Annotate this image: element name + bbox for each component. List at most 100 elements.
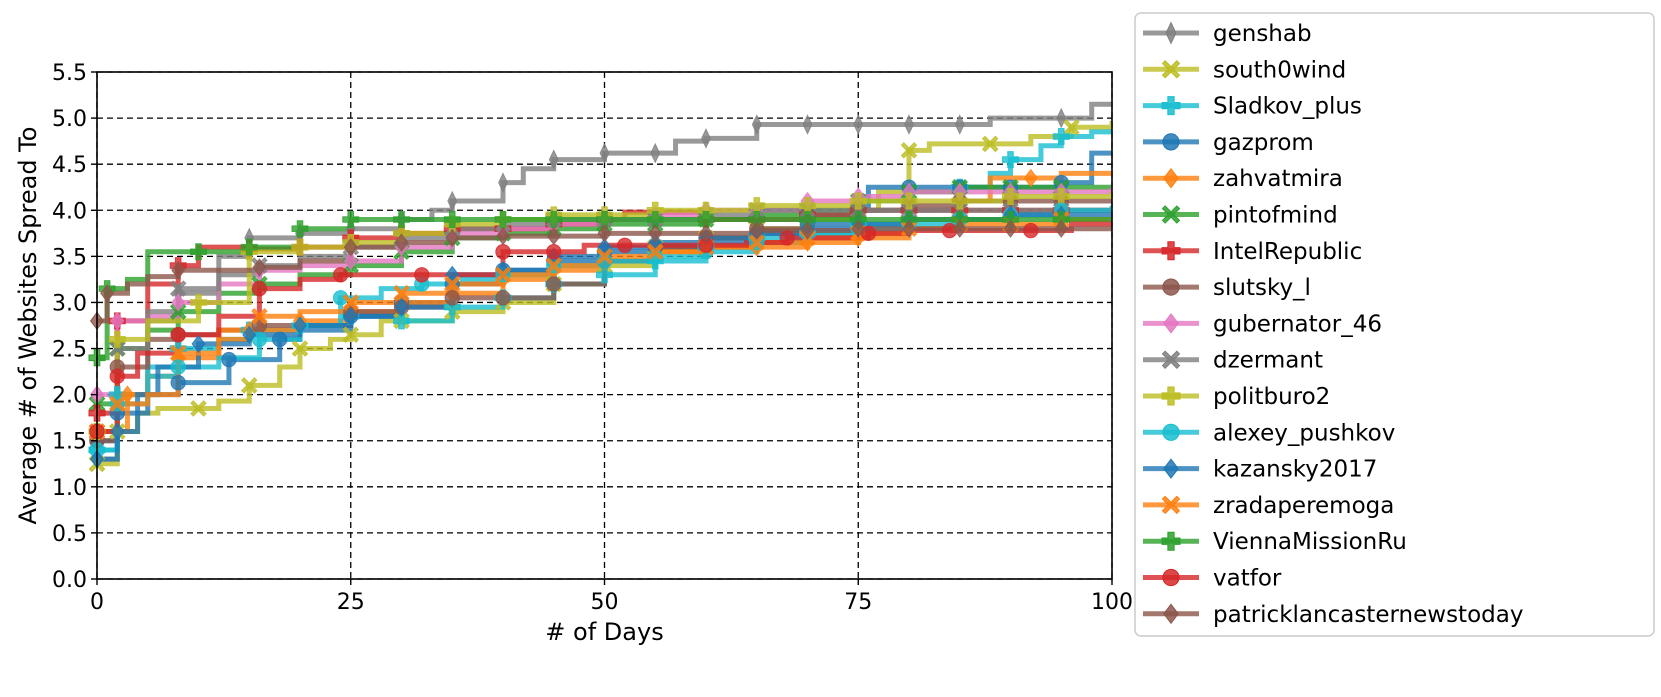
legend-marker-pintofmind [1161, 205, 1181, 224]
data-point-genshab [447, 190, 458, 212]
legend-label-south0wind: south0wind [1213, 57, 1346, 83]
data-point-zahvatmira [1023, 168, 1038, 188]
y-tick-label: 3.0 [52, 291, 87, 316]
data-point-ViennaMissionRu [697, 210, 715, 228]
x-tick-label: 0 [90, 590, 104, 615]
data-point-genshab [802, 114, 813, 135]
data-point-vatfor [1023, 222, 1039, 239]
data-point-kazansky2017 [343, 307, 358, 326]
data-point-genshab [751, 114, 762, 135]
data-point-vatfor [617, 237, 633, 254]
data-point-zradaperemoga [342, 294, 360, 311]
data-point-kazansky2017 [191, 334, 206, 354]
legend-marker-zradaperemoga [1161, 495, 1181, 515]
y-tick-label: 3.5 [52, 245, 87, 270]
data-point-south0wind [900, 142, 918, 159]
data-point-ViennaMissionRu [291, 220, 309, 238]
data-point-zradaperemoga [251, 307, 268, 325]
legend-marker-gazprom [1162, 133, 1180, 151]
data-point-patricklancasternewstoday [749, 221, 764, 240]
data-point-patricklancasternewstoday [495, 226, 511, 246]
data-point-kazansky2017 [242, 325, 257, 344]
y-tick-label: 0.5 [52, 522, 87, 547]
data-point-patricklancasternewstoday [1054, 219, 1069, 238]
legend-label-zahvatmira: zahvatmira [1213, 166, 1343, 192]
y-tick-label: 4.5 [52, 153, 87, 178]
data-point-patricklancasternewstoday [100, 284, 115, 303]
data-point-dzermant [108, 340, 126, 357]
x-tick-label: 100 [1091, 590, 1133, 615]
data-point-south0wind [342, 326, 360, 344]
y-tick-label: 0.0 [52, 568, 87, 593]
data-point-kazansky2017 [110, 422, 125, 441]
legend-label-gazprom: gazprom [1213, 130, 1314, 156]
legend-label-vatfor: vatfor [1213, 566, 1282, 592]
data-point-genshab [701, 128, 711, 149]
data-point-slutsky_l [444, 290, 460, 306]
data-point-genshab [853, 114, 864, 135]
data-point-zradaperemoga [646, 243, 664, 261]
data-point-zradaperemoga [545, 257, 563, 274]
data-point-zradaperemoga [443, 275, 461, 293]
data-point-ViennaMissionRu [240, 238, 258, 256]
data-point-dzermant [169, 280, 187, 297]
y-tick-label: 2.5 [52, 338, 87, 363]
data-point-zradaperemoga [596, 248, 613, 265]
data-point-vatfor [170, 327, 186, 343]
data-point-kazansky2017 [495, 260, 511, 280]
data-point-patricklancasternewstoday [394, 233, 409, 252]
data-point-zradaperemoga [494, 266, 512, 284]
legend-label-Sladkov_plus: Sladkov_plus [1213, 94, 1362, 120]
data-point-genshab [954, 114, 965, 135]
legend-label-patricklancasternewstoday: patricklancasternewstoday [1213, 602, 1523, 628]
data-point-ViennaMissionRu [646, 210, 664, 228]
data-point-kazansky2017 [292, 316, 308, 335]
data-point-ViennaMissionRu [545, 210, 563, 228]
data-point-Sladkov_plus [596, 266, 613, 284]
data-point-Sladkov_plus [1052, 128, 1070, 146]
data-point-vatfor [414, 267, 430, 283]
data-point-gubernator_46 [171, 293, 186, 312]
legend-marker-IntelRepublic [1161, 241, 1181, 261]
x-axis-label: # of Days [545, 618, 663, 646]
data-point-genshab [904, 114, 914, 135]
legend-marker-gubernator_46 [1163, 313, 1179, 334]
data-point-patricklancasternewstoday [800, 221, 815, 240]
data-point-ViennaMissionRu [190, 243, 207, 261]
legend-label-ViennaMissionRu: ViennaMissionRu [1213, 529, 1407, 555]
data-point-gubernator_46 [110, 311, 125, 331]
legend-marker-ViennaMissionRu [1161, 531, 1181, 551]
data-point-patricklancasternewstoday [648, 224, 663, 243]
data-point-ViennaMissionRu [393, 210, 410, 228]
data-point-patricklancasternewstoday [546, 226, 561, 246]
data-point-vatfor [495, 244, 511, 260]
x-tick-label: 25 [337, 590, 365, 615]
legend-label-kazansky2017: kazansky2017 [1213, 457, 1377, 483]
data-point-gubernator_46 [343, 251, 358, 271]
data-point-patricklancasternewstoday [698, 224, 714, 243]
y-tick-label: 5.0 [52, 107, 87, 132]
data-point-patricklancasternewstoday [901, 219, 917, 238]
data-point-genshab [650, 142, 661, 164]
data-point-gazprom [272, 331, 288, 348]
data-point-south0wind [1063, 119, 1080, 136]
legend-marker-south0wind [1161, 60, 1181, 79]
data-point-slutsky_l [546, 276, 562, 292]
data-point-zradaperemoga [393, 284, 410, 302]
data-point-genshab [599, 142, 610, 164]
data-point-kazansky2017 [394, 297, 409, 317]
data-point-ViennaMissionRu [443, 210, 461, 228]
data-point-south0wind [190, 400, 207, 417]
legend-label-zradaperemoga: zradaperemoga [1213, 493, 1394, 519]
legend-marker-patricklancasternewstoday [1163, 603, 1179, 625]
legend-marker-kazansky2017 [1163, 458, 1179, 479]
series-line-south0wind [97, 120, 1112, 467]
data-point-zradaperemoga [748, 234, 766, 251]
data-point-politburo2 [951, 192, 969, 210]
data-point-patricklancasternewstoday [445, 228, 460, 248]
y-tick-label: 1.0 [52, 476, 87, 501]
legend-marker-alexey_pushkov [1162, 423, 1180, 441]
legend-marker-politburo2 [1161, 386, 1181, 406]
